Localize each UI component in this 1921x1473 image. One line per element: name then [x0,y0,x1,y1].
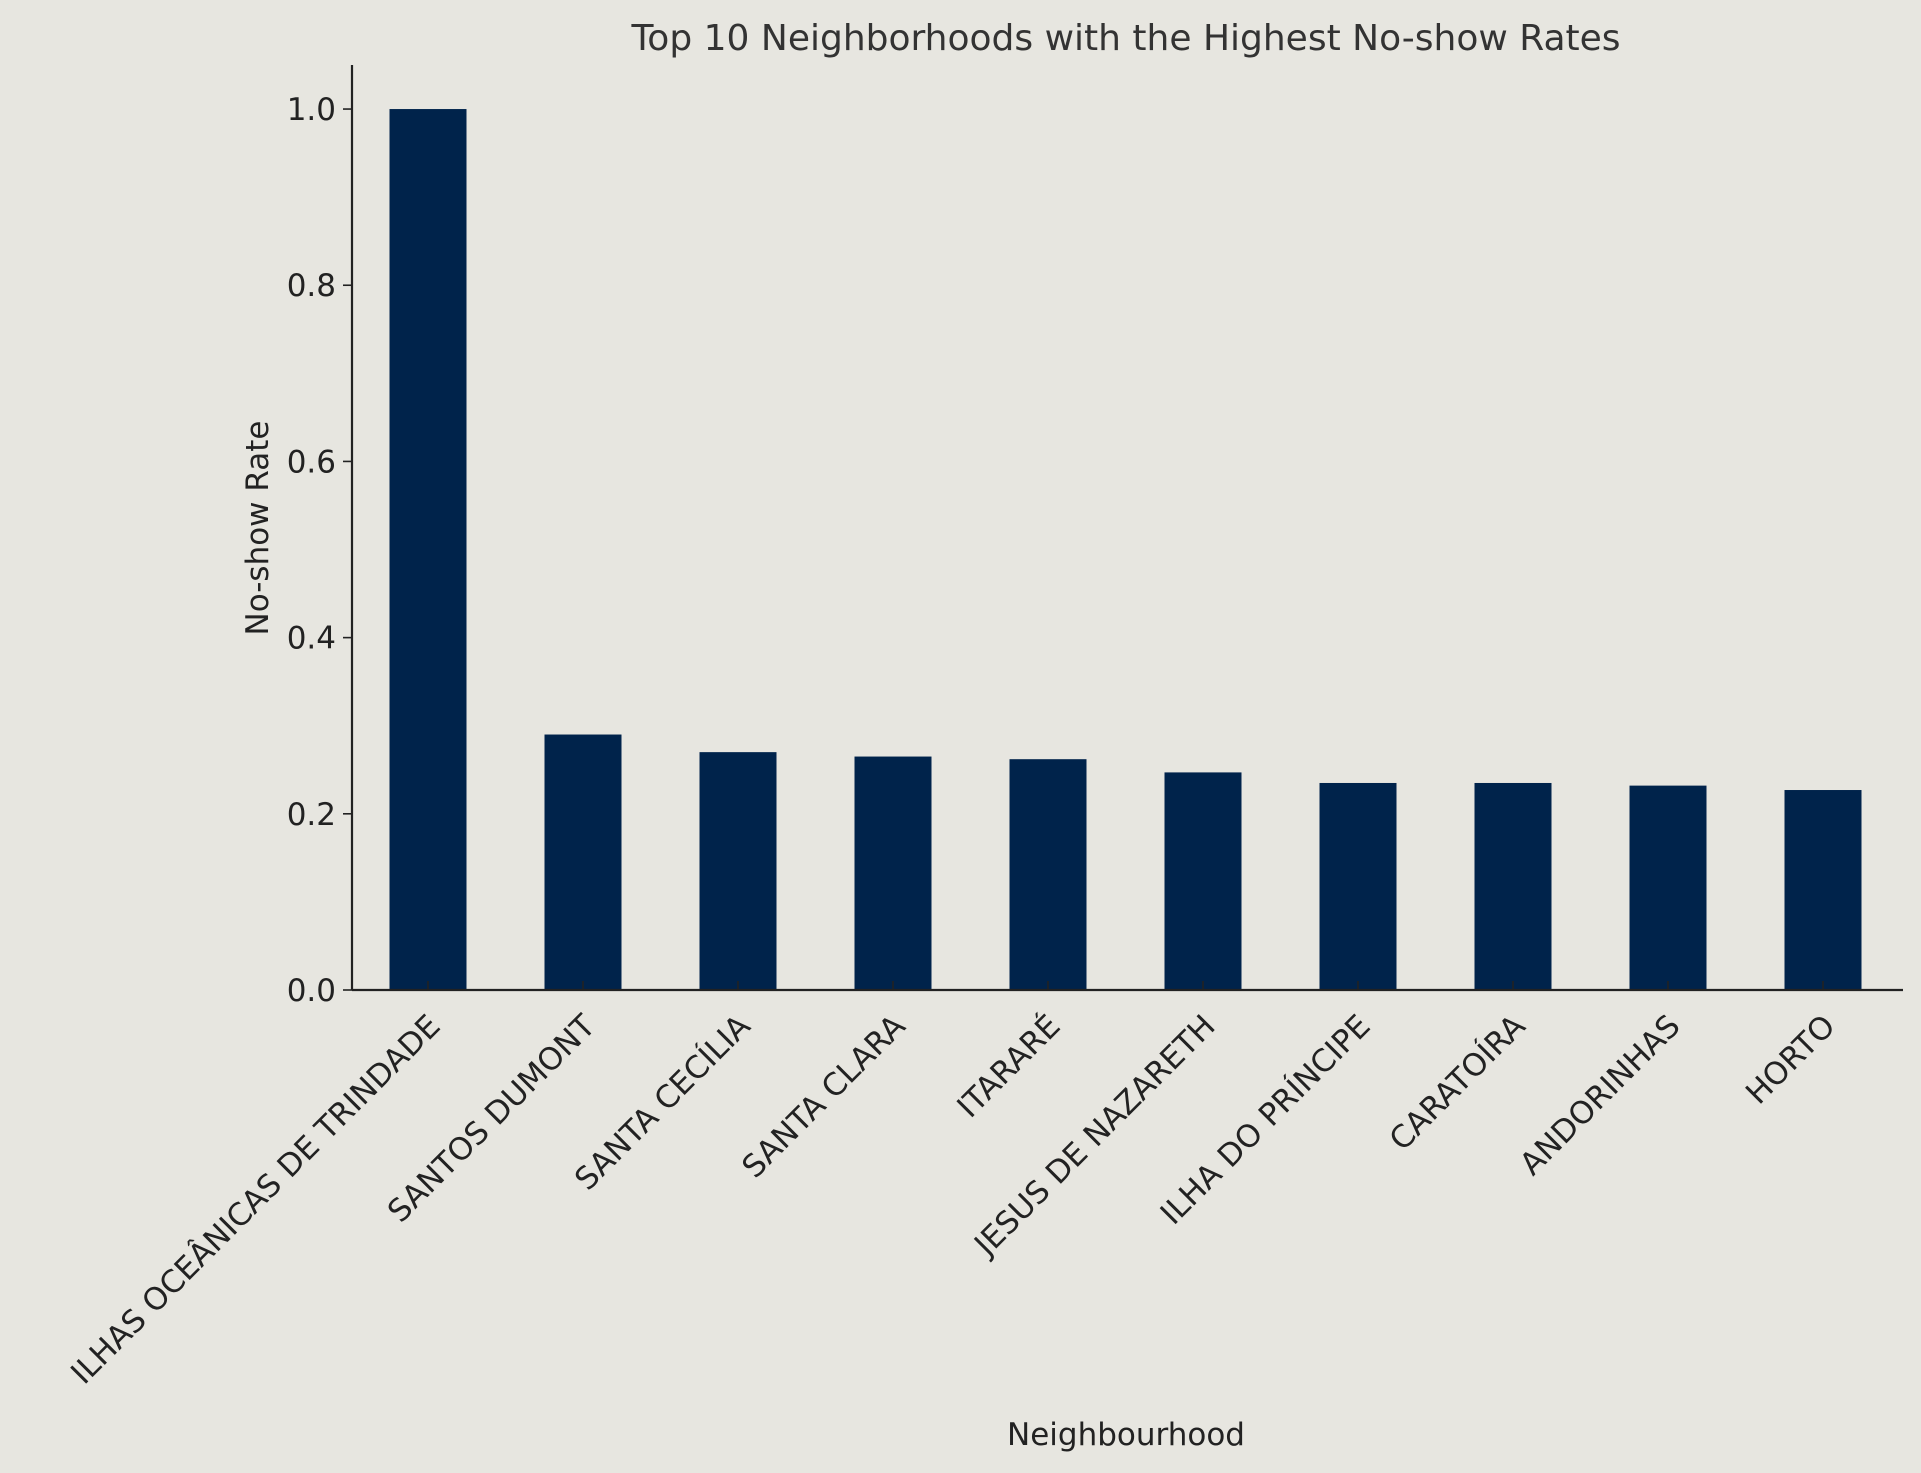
x-axis-label: Neighbourhood [1007,1417,1245,1453]
bar [1474,782,1552,990]
bar [1009,759,1087,990]
x-tick-label: ITARARÉ [950,1008,1067,1125]
bar [699,752,777,990]
y-axis-label: No-show Rate [240,421,276,636]
chart-title: Top 10 Neighborhoods with the Highest No… [630,18,1620,59]
y-tick-label: 0.8 [287,268,336,304]
y-tick-label: 0.2 [287,797,336,833]
bar [1164,772,1242,990]
y-tick-label: 1.0 [287,92,336,128]
bar [544,734,622,990]
y-tick-label: 0.0 [287,973,336,1009]
bar [1629,785,1707,990]
bar [854,756,932,990]
x-tick-label: ANDORINHAS [1513,1008,1687,1182]
bars [389,109,1862,991]
y-axis-ticks: 0.0 0.2 0.4 0.6 0.8 1.0 [287,92,352,1009]
bar [389,109,467,991]
bar [1784,790,1862,990]
x-tick-label: HORTO [1739,1008,1842,1111]
bar [1319,782,1397,990]
y-tick-label: 0.4 [287,621,336,657]
x-tick-label: SANTA CLARA [735,1008,912,1185]
y-tick-label: 0.6 [287,444,336,480]
x-tick-label: CARATOÍRA [1383,1008,1533,1158]
